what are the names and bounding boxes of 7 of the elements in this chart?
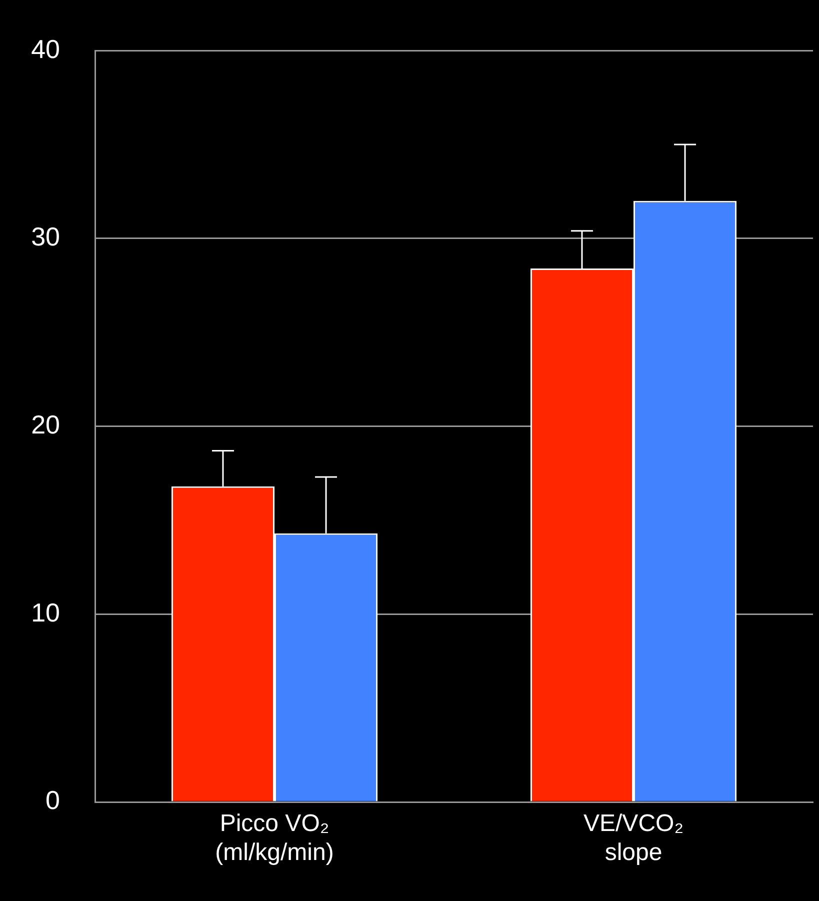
y-tick-label: 0	[46, 785, 60, 816]
x-tick-label: Picco VO₂ (ml/kg/min)	[215, 810, 334, 866]
y-tick-label: 40	[31, 34, 60, 64]
x-tick-label: VE/VCO₂ slope	[583, 810, 684, 866]
y-tick-label: 20	[31, 409, 60, 440]
y-tick-label: 10	[31, 597, 60, 628]
y-tick-label: 30	[31, 222, 60, 252]
